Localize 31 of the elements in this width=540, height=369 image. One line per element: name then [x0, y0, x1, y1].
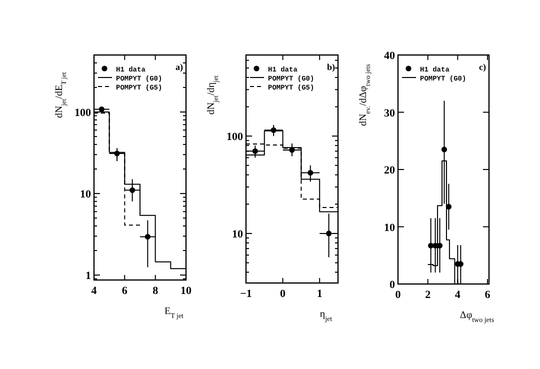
- x-tick-label: −1: [240, 288, 252, 300]
- point: [144, 234, 150, 240]
- y-tick-label: 1: [86, 270, 91, 282]
- x-tick-label: 10: [180, 285, 192, 297]
- point: [308, 170, 314, 176]
- point: [441, 146, 448, 152]
- point: [252, 148, 258, 154]
- y-tick-label: 40: [384, 50, 396, 62]
- annotation: a): [176, 62, 183, 72]
- x-tick-label: 2: [425, 289, 432, 301]
- x-tick-label: 6: [122, 285, 128, 297]
- point: [130, 187, 136, 193]
- x-tick-label: 0: [280, 288, 286, 300]
- point: [326, 230, 332, 236]
- x-tick-label: 6: [484, 289, 491, 301]
- point: [446, 204, 452, 210]
- x-axis-title: Δφ$_{two jets}$: [460, 310, 494, 324]
- y-tick-label: 30: [384, 107, 396, 120]
- x-tick-label: 1: [316, 288, 322, 300]
- x-tick-label: 4: [91, 285, 98, 297]
- annotation: b): [326, 62, 335, 72]
- annotation: c): [479, 62, 486, 72]
- x-axis-title: η$_{jet}$: [320, 309, 332, 323]
- y-tick-label: 10: [384, 222, 396, 234]
- y-tick-label: 20: [384, 164, 396, 176]
- x-axis-title: E$_{T jet}$: [164, 306, 184, 320]
- y-tick-label: 10: [80, 188, 92, 201]
- y-tick-label: 100: [74, 106, 92, 119]
- x-tick-label: 8: [152, 285, 159, 297]
- y-tick-label: 100: [226, 131, 244, 144]
- x-tick-label: 4: [454, 289, 461, 301]
